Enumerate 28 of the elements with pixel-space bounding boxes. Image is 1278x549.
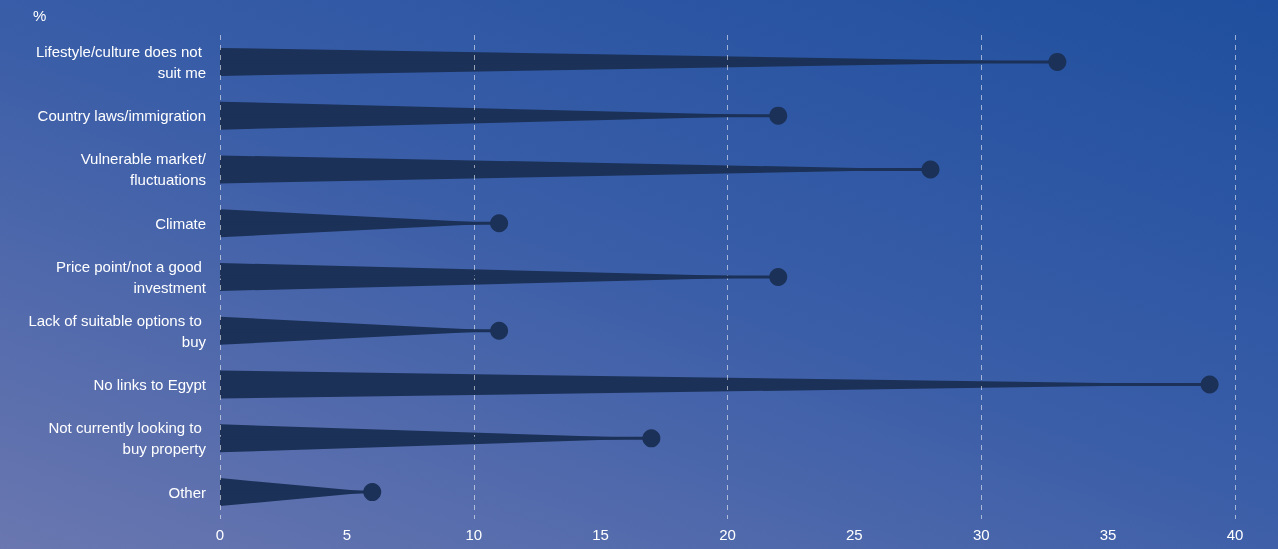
x-tick-label: 0 [215, 526, 225, 543]
y-tick-label: No links to Egypt [93, 376, 207, 394]
x-tick-label: 35 [1099, 526, 1117, 543]
point [1200, 375, 1219, 394]
y-tick-label: Other [168, 483, 206, 501]
y-tick-label: Lack of suitable options to buy [28, 311, 207, 350]
x-tick-label: 10 [465, 526, 483, 543]
y-tick-label: Vulnerable market/fluctuations [80, 150, 207, 189]
point [769, 106, 788, 125]
x-tick-label: 40 [1226, 526, 1244, 543]
y-tick-label: Price point/not a good investment [55, 258, 207, 296]
x-tick-label: 20 [719, 526, 736, 543]
x-tick-label: 25 [846, 526, 863, 543]
point [1048, 52, 1067, 71]
x-axis-title: % [33, 7, 47, 24]
y-tick-label: Not currently looking to buy property [48, 419, 207, 458]
point [769, 268, 788, 286]
y-tick-label: Country laws/immigration [37, 107, 206, 125]
x-tick-label: 15 [592, 526, 609, 543]
point [642, 429, 661, 448]
point [490, 321, 509, 340]
point [363, 483, 382, 502]
y-tick-label: Lifestyle/culture does not suit me [35, 42, 206, 81]
x-tick-label: 30 [972, 526, 990, 543]
point [921, 160, 940, 179]
y-tick-label: Climate [155, 214, 206, 232]
point [490, 214, 509, 233]
x-tick-label: 5 [342, 526, 352, 543]
